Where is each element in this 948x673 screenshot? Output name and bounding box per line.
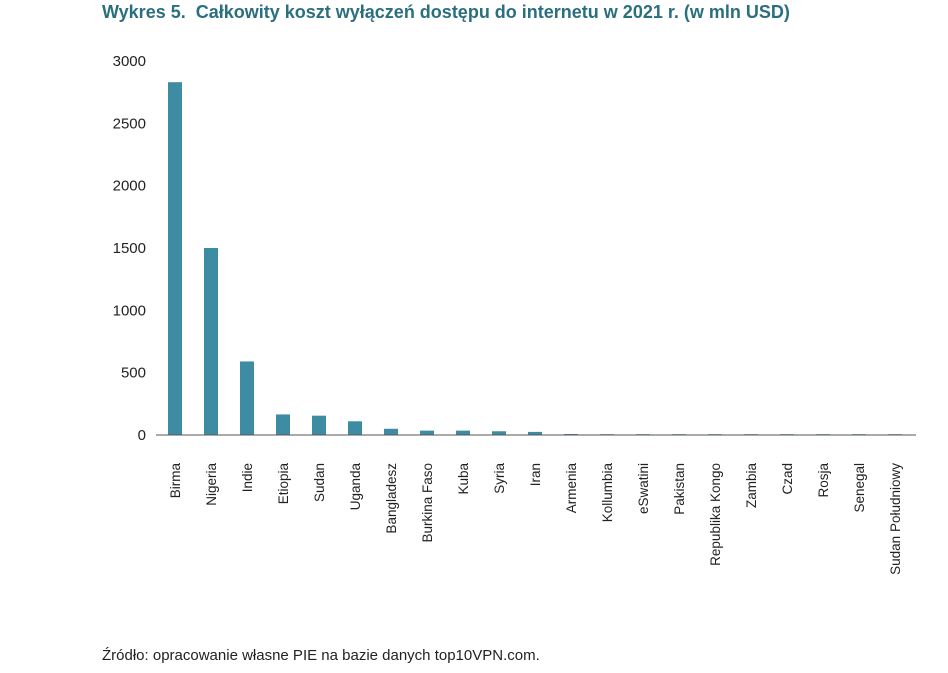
category-label: Kollumbia (600, 463, 615, 523)
category-label: Birma (168, 463, 183, 499)
bar (204, 248, 218, 435)
category-label: Uganda (348, 463, 363, 511)
category-label: Sudan Południowy (888, 463, 903, 575)
category-label: Republika Kongo (708, 463, 723, 566)
category-label: Pakistan (672, 463, 687, 515)
category-label: Burkina Faso (420, 463, 435, 543)
category-label: Indie (240, 463, 255, 492)
source-note: Źródło: opracowanie własne PIE na bazie … (102, 647, 540, 664)
chart-title: Wykres 5. Całkowity koszt wyłączeń dostęp… (102, 2, 790, 23)
bar (312, 415, 326, 435)
category-label: Syria (492, 463, 507, 494)
category-label: Nigeria (204, 463, 219, 506)
bar (240, 361, 254, 435)
category-label: Iran (528, 463, 543, 486)
bar (492, 431, 506, 435)
category-label: Rosja (816, 463, 831, 498)
y-tick-label: 500 (121, 365, 146, 382)
bar (276, 414, 290, 435)
category-label: eSwatini (636, 463, 651, 514)
category-label: Sudan (312, 463, 327, 502)
y-tick-label: 2000 (113, 178, 146, 195)
figure-title: Całkowity koszt wyłączeń dostępu do inte… (195, 2, 790, 22)
bar (168, 82, 182, 436)
bar (528, 431, 542, 435)
y-tick-label: 0 (138, 427, 146, 444)
bar (348, 421, 362, 435)
y-tick-label: 2500 (113, 115, 146, 132)
figure-number: Wykres 5. (102, 2, 186, 22)
category-label: Senegal (852, 463, 867, 513)
category-label: Etiopia (276, 463, 291, 505)
category-label: Zambia (744, 463, 759, 509)
bar (456, 430, 470, 435)
bar (420, 430, 434, 435)
category-label: Bangladesz (384, 463, 399, 534)
y-tick-label: 1000 (113, 302, 146, 319)
category-label: Kuba (456, 463, 471, 495)
y-tick-label: 3000 (113, 53, 146, 70)
category-label: Armenia (564, 463, 579, 514)
bar (384, 428, 398, 435)
y-tick-label: 1500 (113, 240, 146, 257)
category-label: Czad (780, 463, 795, 495)
